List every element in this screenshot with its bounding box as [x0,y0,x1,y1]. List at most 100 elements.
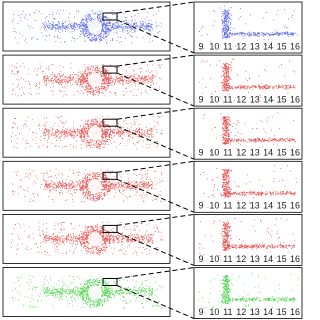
dense-core [88,126,102,141]
zoom-box [102,171,118,180]
x-tick-label: 9 [198,201,203,211]
zoom-point-cloud [199,5,298,50]
left-panel-frame [2,107,171,158]
point-cloud [11,115,163,150]
right-panel-frame [193,1,303,54]
x-tick-label: 12 [236,307,246,317]
x-tick-label: 11 [223,94,232,104]
zoom-point-cloud [198,218,296,262]
x-tick-label: 12 [236,41,246,51]
x-tick-label: 12 [236,148,246,158]
right-panel-frame [193,107,303,160]
panel-row: 9 10 11 12 13 14 15 16 [2,213,303,266]
x-tick-label: 11 [223,307,232,317]
right-panel-frame [193,54,303,107]
zoom-connector [116,19,195,54]
x-tick-label: 16 [290,41,300,51]
x-tick-label: 9 [198,148,203,158]
x-tick-label: 10 [209,201,219,211]
zoom-connector [116,1,195,14]
point-cloud [12,275,163,309]
panel-row: 9 10 11 12 13 14 15 16 [2,107,303,160]
zoom-connector [116,54,195,67]
x-tick-label: 16 [290,254,300,264]
zoom-connector [116,125,195,160]
figure: 9 10 11 12 13 14 15 169 10 11 12 13 14 15 169 10 11 12 13 1… [2,1,303,319]
x-tick-label: 10 [209,254,219,264]
x-tick-label: 9 [198,94,203,104]
x-tick-label: 13 [250,254,260,264]
zoom-connector [116,160,195,173]
zoom-connector [116,178,195,213]
x-tick-label: 11 [223,254,232,264]
x-tick-label: 11 [223,201,232,211]
x-tick-label: 15 [277,254,287,264]
zoom-connector [116,285,195,319]
x-tick-label: 10 [209,41,219,51]
right-panel-frame [193,267,303,319]
x-tick-label: 15 [277,307,287,317]
x-tick-label: 10 [209,94,219,104]
x-tick-label: 12 [236,201,246,211]
x-tick-label: 9 [198,254,203,264]
x-tick-label: 16 [290,307,300,317]
zoom-point-cloud [198,272,299,315]
panel-row: 9 10 11 12 13 14 15 16 [2,160,303,213]
zoom-connector [116,72,195,107]
x-tick-label: 10 [209,148,219,158]
x-tick-label: 13 [250,41,260,51]
x-tick-label: 9 [198,41,203,51]
x-tick-label: 11 [223,41,232,51]
dense-core [88,20,102,34]
point-cloud [11,62,163,97]
point-cloud [11,9,163,44]
x-tick-label: 16 [290,201,300,211]
zoom-box [102,224,118,233]
x-tick-label: 12 [236,254,246,264]
zoom-box [102,65,118,74]
x-tick-label: 16 [290,148,300,158]
dense-core [88,285,102,300]
left-panel-frame [2,213,171,264]
zoom-box [102,118,118,127]
zoom-connector [116,231,195,266]
zoom-point-cloud [198,58,297,103]
zoom-point-cloud [200,164,297,209]
zoom-box [102,278,118,286]
x-tick-label: 14 [263,94,273,104]
zoom-connector [116,267,195,279]
x-tick-label: 15 [277,94,287,104]
left-panel-frame [2,160,171,211]
left-panel-frame [2,54,171,105]
point-cloud [11,221,163,256]
x-tick-label: 12 [236,94,246,104]
dense-core [88,179,102,194]
zoom-box [102,12,118,21]
x-tick-label: 14 [263,201,273,211]
panel-row: 9 10 11 12 13 14 15 16 [2,267,303,319]
left-panel-frame [2,1,171,52]
x-tick-label: 13 [250,148,260,158]
right-panel-frame [193,213,303,266]
x-tick-label: 13 [250,307,260,317]
x-tick-label: 13 [250,94,260,104]
panel-row: 9 10 11 12 13 14 15 16 [2,54,303,107]
right-panel-frame [193,160,303,213]
x-tick-label: 15 [277,148,287,158]
x-tick-label: 14 [263,41,273,51]
zoom-point-cloud [202,112,296,156]
x-tick-label: 15 [277,201,287,211]
x-tick-label: 9 [198,307,203,317]
x-tick-label: 13 [250,201,260,211]
left-panel-frame [2,267,171,317]
dense-core [88,232,102,247]
x-tick-label: 14 [263,254,273,264]
dense-core [88,73,102,88]
x-tick-label: 14 [263,148,273,158]
x-tick-label: 15 [277,41,287,51]
zoom-connector [116,213,195,226]
panel-row: 9 10 11 12 13 14 15 16 [2,1,303,54]
x-tick-label: 16 [290,94,300,104]
zoom-connector [116,107,195,120]
x-tick-label: 14 [263,307,273,317]
